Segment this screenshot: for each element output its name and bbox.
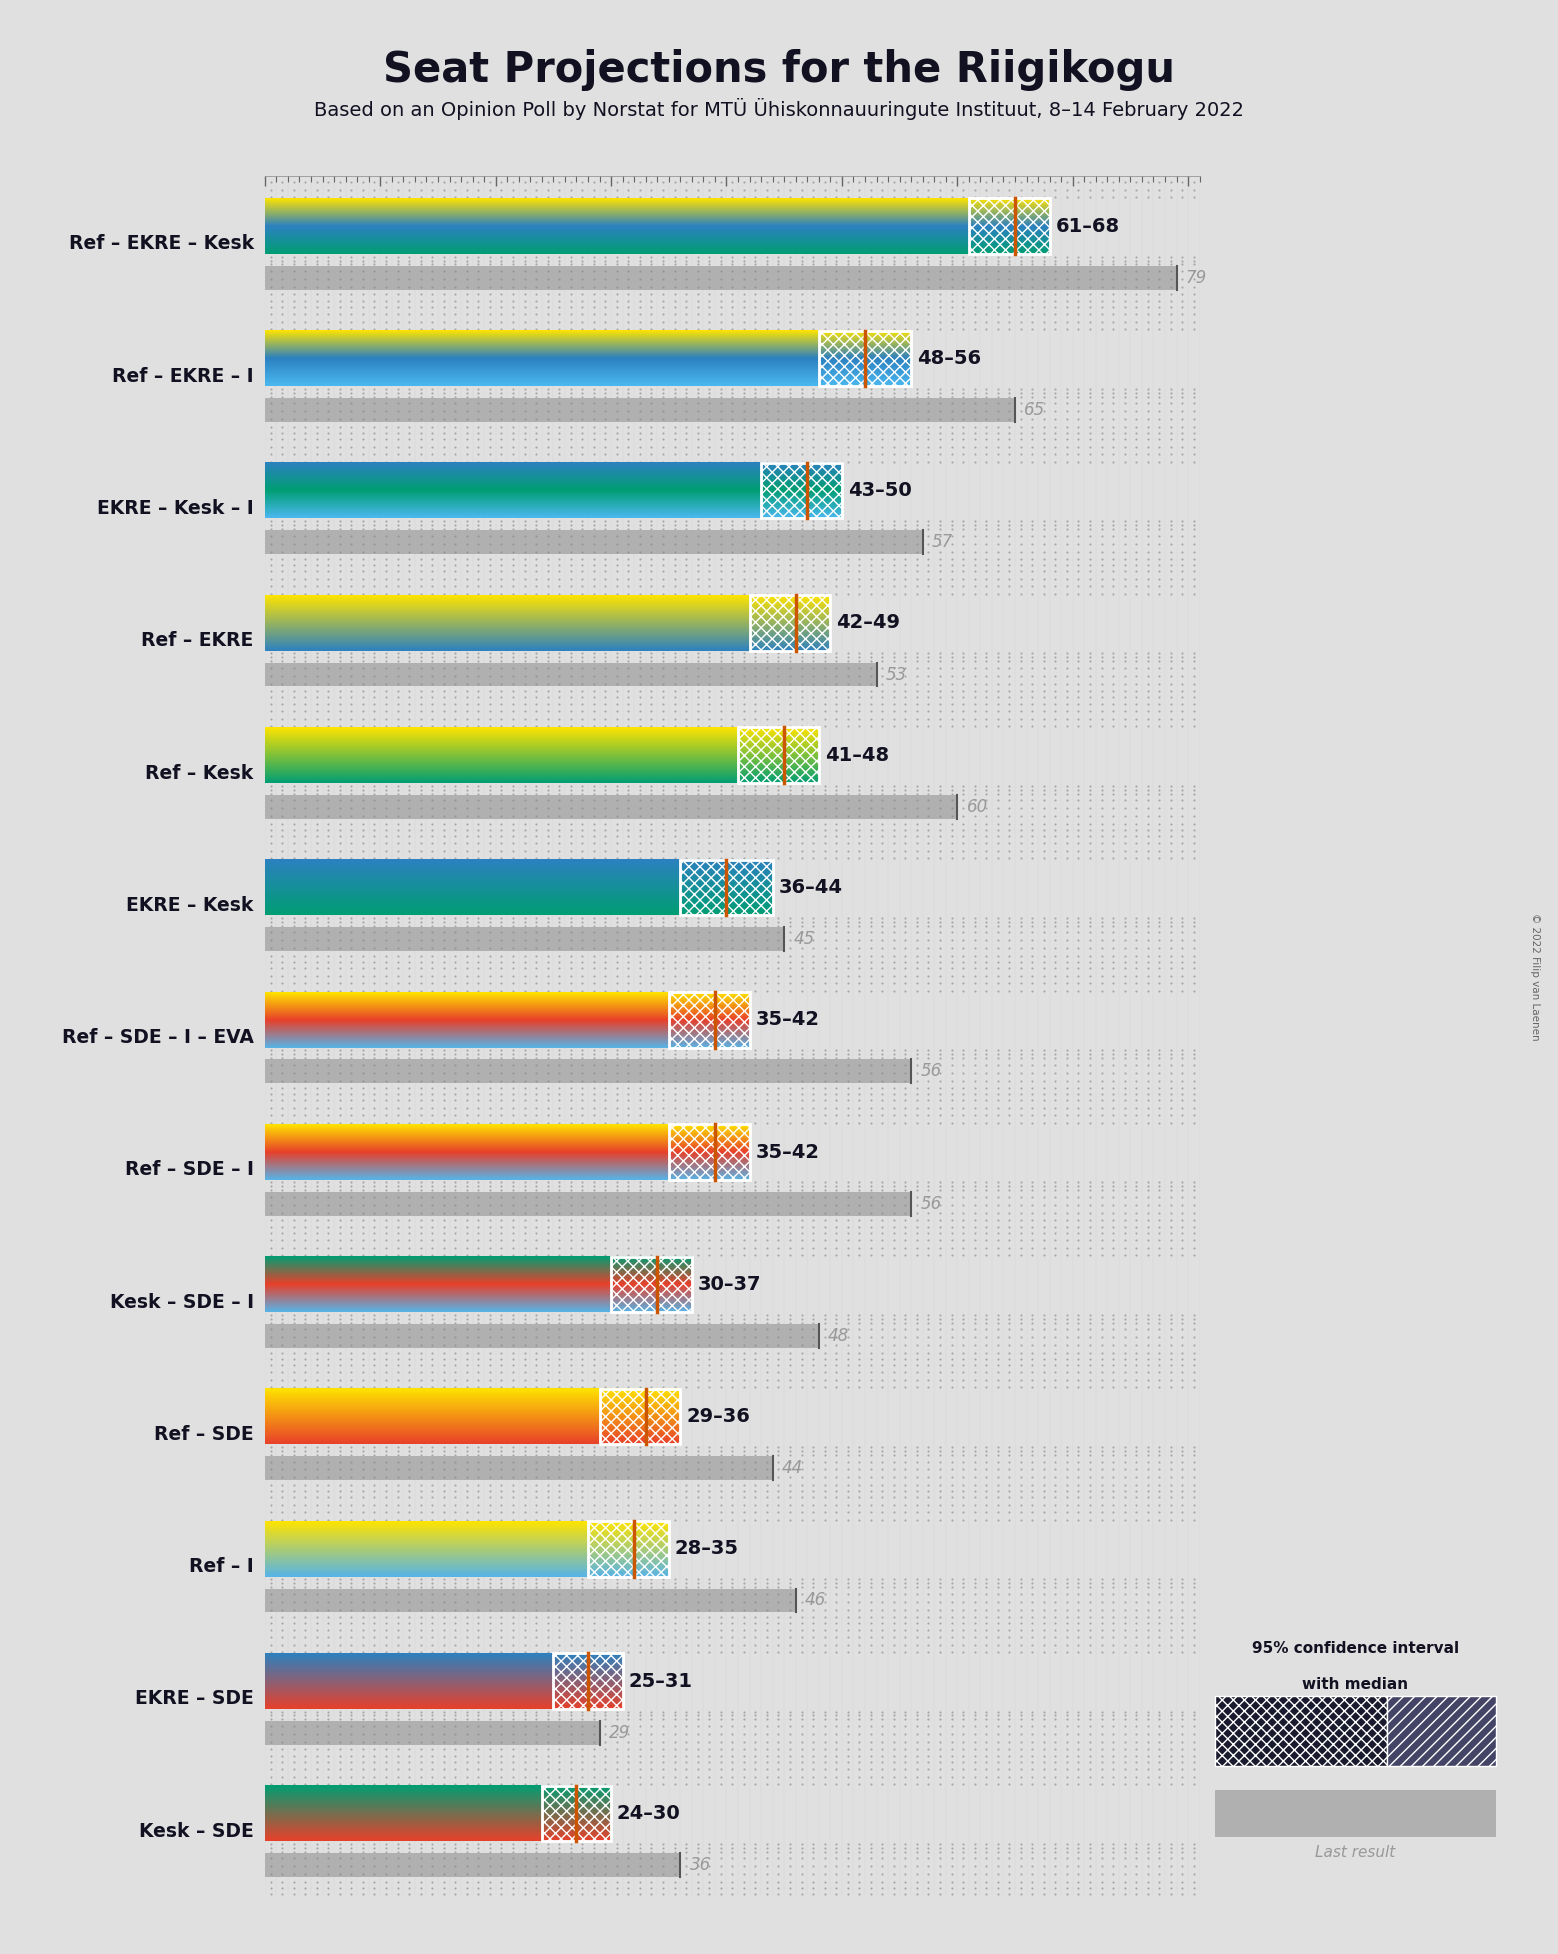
Bar (600, 1389, 681, 1444)
Text: 48–56: 48–56 (918, 350, 982, 367)
Text: 29–36: 29–36 (686, 1407, 749, 1426)
Text: © 2022 Filip van Laenen: © 2022 Filip van Laenen (1530, 913, 1539, 1041)
Text: 79: 79 (1186, 270, 1207, 287)
Bar (668, 993, 749, 1047)
Text: 35–42: 35–42 (756, 1010, 820, 1030)
Bar (587, 1520, 668, 1577)
Bar (265, 1102, 1200, 1235)
Bar (542, 1786, 611, 1841)
Text: 44: 44 (782, 1460, 802, 1477)
Bar (738, 727, 820, 784)
Bar (1215, 1696, 1387, 1766)
Bar (265, 399, 1014, 422)
Bar (265, 836, 1200, 969)
Bar (762, 463, 841, 518)
Bar (265, 1456, 773, 1479)
Bar (969, 199, 1050, 254)
Text: 29: 29 (609, 1723, 629, 1741)
Text: 25–31: 25–31 (628, 1671, 692, 1690)
Bar (600, 1389, 681, 1444)
Bar (969, 199, 1050, 254)
Text: 24–30: 24–30 (617, 1804, 681, 1823)
Bar (265, 1632, 1200, 1763)
Bar (265, 1059, 911, 1083)
Text: 56: 56 (921, 1194, 941, 1213)
Text: Last result: Last result (1315, 1845, 1396, 1860)
Bar (265, 969, 1200, 1102)
Text: 95% confidence interval: 95% confidence interval (1253, 1641, 1458, 1657)
Bar (611, 1256, 692, 1311)
Bar (611, 1256, 692, 1311)
Text: 36–44: 36–44 (779, 877, 843, 897)
Text: Based on an Opinion Poll by Norstat for MTÜ Ühiskonnauuringute Instituut, 8–14 F: Based on an Opinion Poll by Norstat for … (315, 98, 1243, 119)
Text: 35–42: 35–42 (756, 1143, 820, 1161)
Bar (265, 530, 922, 555)
Bar (738, 727, 820, 784)
Text: 61–68: 61–68 (1055, 217, 1120, 236)
Bar (265, 1499, 1200, 1632)
Text: 60: 60 (966, 797, 988, 815)
Bar (553, 1653, 623, 1710)
Bar (553, 1653, 623, 1710)
Bar (265, 662, 877, 686)
Text: 53: 53 (887, 666, 907, 684)
Text: 42–49: 42–49 (837, 614, 901, 633)
Text: 28–35: 28–35 (675, 1540, 738, 1559)
Bar (265, 795, 957, 819)
Bar (681, 860, 773, 914)
Bar (265, 440, 1200, 573)
Bar (668, 1124, 749, 1180)
Bar (762, 463, 841, 518)
Bar (1387, 1696, 1496, 1766)
Text: 45: 45 (793, 930, 815, 948)
Text: 46: 46 (805, 1591, 826, 1610)
Text: 65: 65 (1024, 401, 1045, 418)
Bar (265, 1589, 796, 1612)
Bar (668, 1124, 749, 1180)
Bar (265, 573, 1200, 705)
Text: 57: 57 (932, 533, 953, 551)
Text: 48: 48 (827, 1327, 849, 1344)
Bar (265, 1852, 681, 1878)
Text: 36: 36 (690, 1856, 710, 1874)
Text: 43–50: 43–50 (848, 481, 911, 500)
Bar (265, 1721, 600, 1745)
Bar (265, 926, 784, 952)
Text: with median: with median (1302, 1677, 1408, 1692)
Bar (265, 266, 1176, 289)
Bar (681, 860, 773, 914)
Bar (542, 1786, 611, 1841)
Bar (749, 596, 830, 651)
Bar (265, 176, 1200, 309)
Bar (749, 596, 830, 651)
Text: Seat Projections for the Riigikogu: Seat Projections for the Riigikogu (383, 49, 1175, 90)
Bar (820, 330, 911, 387)
Bar (265, 309, 1200, 440)
Bar (265, 705, 1200, 836)
Bar (668, 993, 749, 1047)
Bar (587, 1520, 668, 1577)
Bar (265, 1325, 820, 1348)
Bar (1215, 1790, 1496, 1837)
Bar (820, 330, 911, 387)
Bar (265, 1763, 1200, 1895)
Text: 30–37: 30–37 (698, 1274, 762, 1294)
Text: 41–48: 41–48 (824, 746, 888, 764)
Text: 56: 56 (921, 1063, 941, 1081)
Bar (265, 1235, 1200, 1366)
Bar (265, 1366, 1200, 1499)
Bar (265, 1192, 911, 1215)
